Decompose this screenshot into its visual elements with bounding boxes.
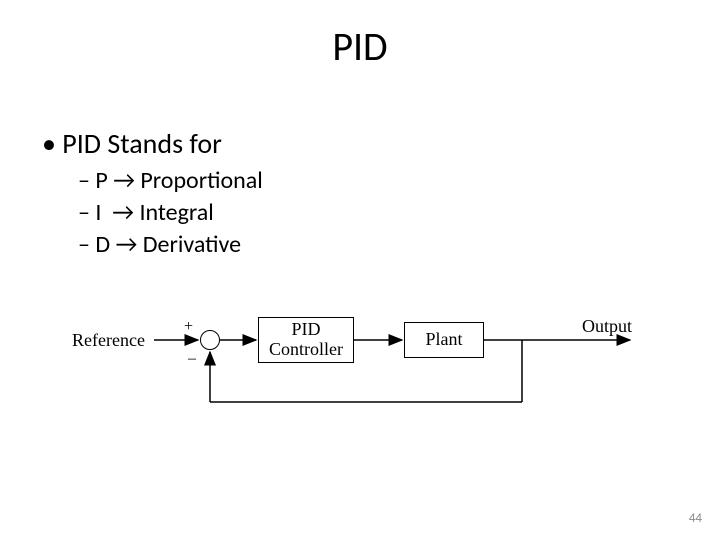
dash: – [78, 166, 90, 195]
sub-word: Proportional [140, 166, 262, 195]
diagram-sum-node [200, 330, 220, 350]
sub-word: Integral [139, 198, 213, 227]
sub-item-p: – P → Proportional [78, 166, 263, 195]
diagram-input-label: Reference [72, 330, 145, 351]
bullet-main: PID Stands for [42, 126, 222, 161]
arrow-icon: → [112, 198, 134, 227]
page-number: 44 [689, 511, 702, 526]
sub-letter: D [95, 230, 110, 259]
dash: – [78, 198, 90, 227]
sub-item-i: – I → Integral [78, 198, 214, 227]
sub-letter: I [95, 198, 101, 227]
diagram-output-label: Output [582, 316, 632, 337]
diagram-controller-block: PID Controller [258, 317, 354, 363]
diagram-minus-sign: – [188, 350, 196, 368]
sub-word: Derivative [143, 230, 241, 259]
arrow-icon: → [113, 166, 135, 195]
slide-title: PID [0, 22, 720, 71]
pid-block-diagram: Reference + – PID Controller Plant Outpu… [72, 306, 652, 426]
dash: – [78, 230, 90, 259]
arrow-icon: → [116, 230, 138, 259]
sub-letter: P [95, 166, 107, 195]
diagram-plus-sign: + [184, 318, 193, 336]
diagram-plant-block: Plant [404, 322, 484, 358]
sub-item-d: – D → Derivative [78, 230, 241, 259]
diagram-wires [72, 306, 652, 426]
